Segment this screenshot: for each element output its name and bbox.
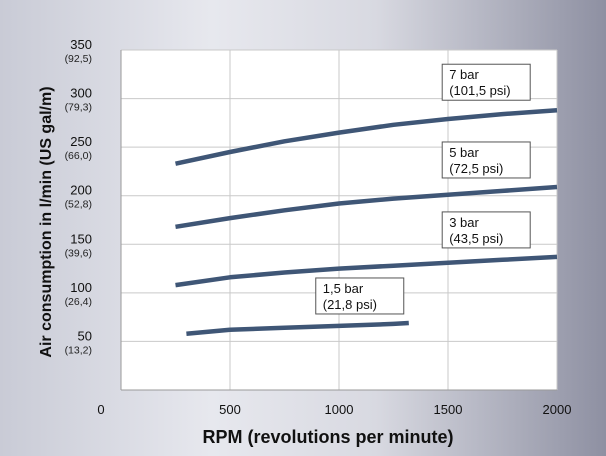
y-axis-title: Air consumption in l/min (US gal/m) <box>38 86 55 357</box>
y-tick-sublabel: (52,8) <box>65 199 92 211</box>
series-label-pressure: 3 bar <box>449 215 479 230</box>
y-tick-label: 150 <box>70 231 92 246</box>
y-tick-label: 100 <box>70 280 92 295</box>
y-tick-sublabel: (79,3) <box>65 102 92 114</box>
series-label-psi: (101,5 psi) <box>449 83 510 98</box>
y-tick-sublabel: (13,2) <box>65 344 92 356</box>
series-label-pressure: 7 bar <box>449 67 479 82</box>
series-label-box <box>441 211 531 249</box>
y-tick-label: 200 <box>70 183 92 198</box>
series-label-psi: (72,5 psi) <box>449 161 503 176</box>
series-line-3 <box>175 254 558 288</box>
series-label-box <box>441 141 531 179</box>
x-tick-label: 2000 <box>543 402 572 417</box>
x-tick-label: 1000 <box>325 402 354 417</box>
y-tick-label: 300 <box>70 86 92 101</box>
series-label-pressure: 5 bar <box>449 145 479 160</box>
series-lines <box>175 107 558 336</box>
x-tick-label: 0 <box>97 402 104 417</box>
series-label-psi: (21,8 psi) <box>323 297 377 312</box>
y-tick-sublabel: (26,4) <box>65 296 92 308</box>
axes <box>120 50 557 391</box>
series-label-box <box>315 277 405 315</box>
tick-labels: 50(13,2) 100(26,4) 150(39,6) 200(52,8) 250(6… <box>65 37 572 417</box>
x-axis-title: RPM (revolutions per minute) <box>202 427 453 447</box>
y-tick-label: 250 <box>70 134 92 149</box>
y-tick-sublabel: (92,5) <box>65 53 92 65</box>
series-labels: 7 bar(101,5 psi) 5 bar(72,5 psi) 3 bar(43,… <box>315 63 531 315</box>
series-line-4 <box>186 320 409 336</box>
series-line-2 <box>175 184 558 230</box>
series-label-pressure: 1,5 bar <box>323 281 364 296</box>
y-tick-sublabel: (66,0) <box>65 150 92 162</box>
x-tick-label: 500 <box>219 402 241 417</box>
x-tick-label: 1500 <box>434 402 463 417</box>
y-tick-sublabel: (39,6) <box>65 247 92 259</box>
y-tick-label: 50 <box>78 328 92 343</box>
series-label-psi: (43,5 psi) <box>449 231 503 246</box>
y-tick-label: 350 <box>70 37 92 52</box>
series-label-box <box>441 63 531 101</box>
series-line-1 <box>175 107 558 166</box>
